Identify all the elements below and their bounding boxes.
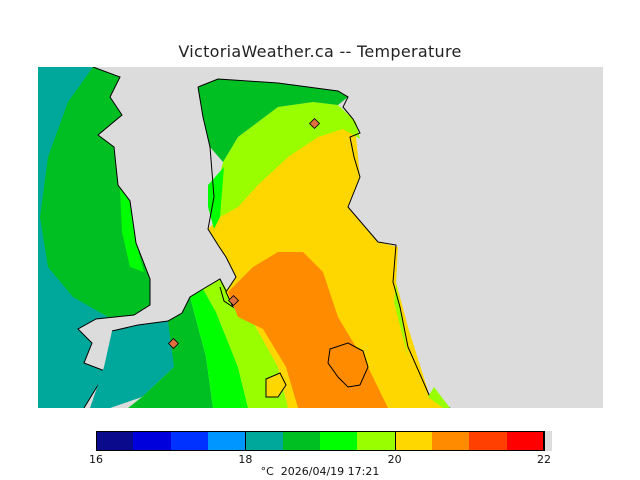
south-land-lightgreen <box>190 289 248 408</box>
timestamp: 2026/04/19 17:21 <box>280 465 380 478</box>
island-yellowgreen-north <box>214 102 360 217</box>
island-large-east <box>327 342 369 388</box>
island-west-coastline <box>197 86 237 309</box>
west-land-lightgreen <box>120 189 144 272</box>
legend-swatch <box>469 431 508 451</box>
legend-tick-line <box>394 431 396 451</box>
legend-swatch <box>170 431 209 451</box>
map-title: VictoriaWeather.ca -- Temperature <box>178 42 462 61</box>
legend-tick-label: 16 <box>89 453 103 466</box>
station-marker[interactable] <box>167 337 180 350</box>
unit-label: °C <box>260 465 274 478</box>
small-islands <box>265 342 369 398</box>
east-land-edge <box>428 387 450 408</box>
legend-tick-label: 18 <box>238 453 253 466</box>
legend-swatch <box>394 431 433 451</box>
weather-stations <box>167 117 321 350</box>
legend-swatch <box>133 431 172 451</box>
legend-swatch <box>357 431 396 451</box>
south-land-green <box>128 297 213 408</box>
station-marker[interactable] <box>308 117 321 130</box>
island-lightgreen-edge <box>208 167 224 229</box>
west-landmass <box>38 67 151 408</box>
legend-tick-label: 20 <box>387 453 402 466</box>
island-east-strip <box>394 247 408 357</box>
temperature-map <box>38 67 603 408</box>
color-legend <box>96 431 552 451</box>
legend-swatch <box>208 431 246 451</box>
legend-tick-line <box>245 431 247 451</box>
legend-swatch <box>506 431 545 451</box>
south-land-teal <box>90 313 182 408</box>
island-small-south <box>265 372 287 398</box>
island-coastline <box>197 78 451 408</box>
legend-swatch <box>245 431 284 451</box>
legend-swatch <box>320 431 358 451</box>
south-landmass <box>90 278 288 408</box>
west-land-green <box>40 67 150 317</box>
legend-swatch <box>96 431 134 451</box>
south-land-yellowgreen <box>203 279 288 408</box>
south-coastline <box>111 278 229 332</box>
island-green-north <box>198 79 348 162</box>
legend-tick-line <box>544 431 545 451</box>
footer: °C 2026/04/19 17:21 <box>0 465 640 478</box>
legend-swatch <box>432 431 470 451</box>
station-marker[interactable] <box>227 294 240 307</box>
legend-tick-label: 22 <box>537 453 551 466</box>
west-coastline <box>77 67 151 408</box>
legend-end-cap <box>544 431 552 451</box>
legend-swatch <box>282 431 321 451</box>
legend-tick-line <box>96 431 97 451</box>
